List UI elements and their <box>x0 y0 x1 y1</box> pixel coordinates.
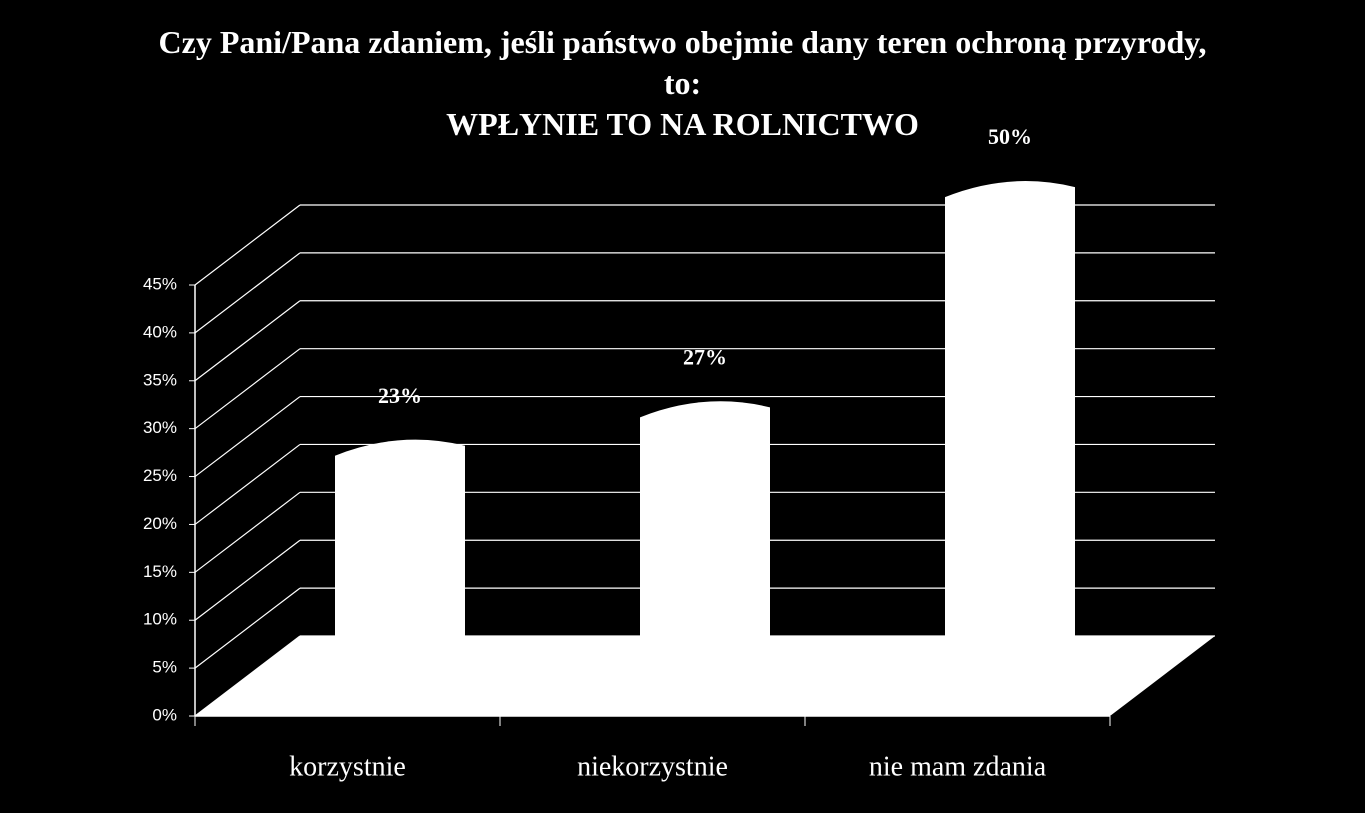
grid-line <box>194 587 301 669</box>
bar <box>945 181 1075 676</box>
grid-line <box>194 443 301 525</box>
y-tick-label: 15% <box>143 562 177 581</box>
x-tick-label: niekorzystnie <box>577 751 728 782</box>
grid-line <box>194 300 301 382</box>
chart-subtitle: WPŁYNIE TO NA ROLNICTWO <box>446 106 919 142</box>
x-tick-label: nie mam zdania <box>869 751 1047 782</box>
bar <box>640 401 770 676</box>
data-label: 27% <box>683 344 727 369</box>
header: Czy Pani/Pana zdaniem, jeśli państwo obe… <box>0 22 1365 145</box>
grid-line <box>194 204 301 286</box>
x-tick-label: korzystnie <box>289 751 406 782</box>
y-tick-label: 40% <box>143 322 177 341</box>
data-label: 23% <box>378 383 422 408</box>
bar <box>335 439 465 676</box>
grid-line <box>194 491 301 573</box>
y-tick-label: 20% <box>143 514 177 533</box>
y-tick-label: 5% <box>152 658 177 677</box>
data-label: 50% <box>988 124 1032 149</box>
grid-line <box>194 539 301 621</box>
chart-title: Czy Pani/Pana zdaniem, jeśli państwo obe… <box>158 24 1207 101</box>
y-tick-label: 35% <box>143 370 177 389</box>
y-tick-label: 25% <box>143 466 177 485</box>
y-tick-label: 10% <box>143 610 177 629</box>
y-tick-label: 30% <box>143 418 177 437</box>
y-tick-label: 45% <box>143 274 177 293</box>
grid-line <box>194 252 301 334</box>
y-tick-label: 0% <box>152 705 177 724</box>
grid-line <box>194 348 301 430</box>
grid-line <box>194 396 301 478</box>
